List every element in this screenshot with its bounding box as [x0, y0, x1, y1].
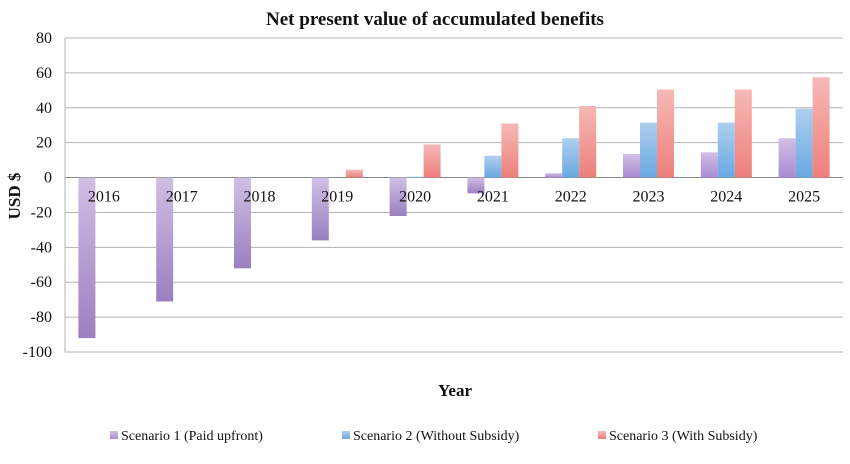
bar-2021-series-1	[467, 177, 485, 194]
bar-2017-series-1	[156, 177, 174, 302]
x-tick-label: 2024	[710, 189, 742, 206]
y-axis-title: USD $	[5, 172, 24, 219]
bar-2022-series-3	[579, 106, 597, 178]
y-tick-label: 60	[36, 65, 52, 82]
x-tick-label: 2025	[788, 189, 820, 206]
bar-2018-series-1	[234, 177, 251, 269]
x-tick-label: 2020	[399, 189, 431, 206]
bar-2016-series-1	[78, 177, 96, 339]
x-tick-label: 2018	[244, 189, 276, 206]
bar-2019-series-3	[345, 169, 363, 178]
legend-label: Scenario 3 (With Subsidy)	[609, 429, 758, 444]
bar-2024-series-3	[734, 89, 752, 178]
bar-2024-series-2	[717, 122, 735, 178]
y-tick-label: -40	[31, 239, 52, 256]
x-tick-label: 2022	[555, 189, 587, 206]
legend-swatch	[342, 431, 350, 439]
bar-2023-series-1	[623, 154, 640, 178]
legend-label: Scenario 2 (Without Subsidy)	[353, 429, 520, 444]
legend: Scenario 1 (Paid upfront) Scenario 2 (Wit…	[110, 429, 758, 444]
legend-swatch	[110, 431, 118, 439]
bar-2020-series-2	[406, 176, 424, 178]
y-tick-label: -60	[31, 274, 52, 291]
bar-2021-series-3	[501, 123, 519, 178]
y-tick-label: 20	[36, 135, 52, 152]
bar-2022-series-2	[562, 138, 580, 178]
bar-2024-series-1	[700, 152, 718, 178]
bar-2025-series-1	[778, 138, 796, 178]
x-tick-label: 2016	[88, 189, 120, 206]
bar-2020-series-1	[389, 177, 407, 216]
y-tick-label: 40	[36, 100, 52, 117]
bars	[78, 77, 830, 339]
gridlines	[64, 37, 843, 353]
y-tick-label: -20	[31, 204, 52, 221]
bar-2019-series-1	[311, 177, 329, 241]
bar-2023-series-2	[640, 122, 657, 178]
x-tick-label: 2023	[633, 189, 665, 206]
y-tick-label: 80	[36, 30, 52, 47]
legend-label: Scenario 1 (Paid upfront)	[121, 429, 263, 444]
bar-2020-series-3	[423, 144, 441, 178]
y-tick-label: -80	[31, 309, 52, 326]
bar-2021-series-2	[484, 155, 502, 178]
bar-2022-series-1	[545, 173, 563, 178]
x-tick-label: 2017	[166, 189, 198, 206]
x-axis-ticks: 2016 2017 2018 2019 2020 2021 2022 2023 2024 2025	[88, 189, 820, 206]
y-axis-ticks: 80 60 40 20 0 -20 -40 -60 -80 -100	[23, 30, 52, 361]
legend-swatch	[598, 431, 606, 439]
bar-2025-series-3	[812, 77, 830, 178]
chart-title: Net present value of accumulated benefit…	[266, 9, 604, 30]
x-axis-title: Year	[438, 381, 472, 400]
y-tick-label: 0	[44, 170, 52, 187]
bar-2023-series-3	[657, 89, 674, 178]
x-tick-label: 2021	[477, 189, 509, 206]
y-tick-label: -100	[23, 344, 52, 361]
x-tick-label: 2019	[321, 189, 353, 206]
bar-2025-series-2	[795, 108, 813, 178]
